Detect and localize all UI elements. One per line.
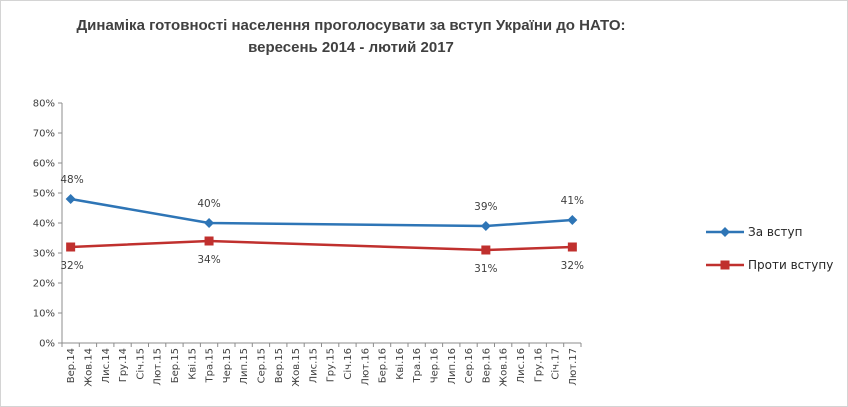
data-point-marker	[480, 221, 491, 231]
x-tick-label: Жов.14	[83, 348, 94, 387]
chart-axes: 0% 10% 20% 30% 40% 50% 60% 70% 80% Вер.14 Жов.14 Ли…	[33, 99, 582, 387]
x-tick-label: Гру.14	[118, 348, 129, 382]
x-tick-label: Сер.15	[256, 348, 267, 383]
legend-label: Проти вступу	[748, 258, 833, 272]
data-point-marker	[65, 194, 76, 204]
x-tick-label: Вер.14	[66, 348, 77, 383]
y-tick-label: 20%	[33, 279, 55, 290]
chart-title-line-2: вересень 2014 - лютий 2017	[248, 39, 454, 56]
x-tick-label: Гру.15	[326, 348, 337, 382]
x-tick-label: Вер.15	[274, 348, 285, 383]
x-tick-label: Лис.15	[308, 348, 319, 383]
data-label: 48%	[60, 174, 83, 186]
x-tick-label: Кві.16	[394, 348, 406, 380]
data-label: 34%	[197, 254, 220, 266]
x-tick-label: Гру.16	[533, 348, 544, 382]
data-point-marker	[204, 236, 214, 246]
x-tick-label: Сiч.15	[135, 348, 146, 380]
series-line	[70, 197, 573, 228]
data-point-marker	[567, 242, 577, 252]
x-tick-label: Жов.16	[499, 348, 510, 387]
data-point-marker	[204, 218, 215, 228]
x-tick-label: Сер.16	[464, 348, 475, 383]
y-tick-label: 30%	[33, 249, 55, 260]
legend-item-1: За вступ	[706, 225, 802, 239]
data-point-marker	[66, 242, 76, 252]
data-label: 32%	[561, 260, 584, 272]
series-layer	[65, 194, 578, 255]
data-label: 31%	[474, 263, 497, 275]
data-label: 40%	[197, 198, 220, 210]
legend-marker	[720, 260, 730, 270]
x-tick-label: Тра.16	[412, 348, 423, 384]
chart-legend: За вступ Проти вступу	[706, 225, 833, 272]
data-label: 41%	[561, 195, 584, 207]
x-tick-label: Чер.16	[429, 348, 440, 383]
data-point-marker	[481, 245, 491, 255]
data-labels-layer: 48% 40% 39% 41% 32% 34% 31% 32%	[60, 174, 584, 275]
x-tick-label: Бер.16	[378, 348, 389, 383]
x-tick-label: Сiч.17	[551, 348, 562, 380]
y-tick-label: 70%	[33, 129, 55, 140]
y-tick-label: 50%	[33, 189, 55, 200]
x-tick-label: Лют.16	[360, 348, 371, 386]
y-tick-label: 80%	[33, 99, 55, 110]
x-tick-label: Кві.15	[186, 348, 198, 380]
series-2	[66, 236, 577, 255]
x-tick-label: Лют.15	[153, 348, 164, 386]
x-tick-label: Чер.15	[222, 348, 233, 383]
x-tick-label: Вер.16	[481, 348, 492, 383]
legend-marker	[720, 227, 730, 237]
legend-item-2: Проти вступу	[706, 258, 833, 272]
legend-label: За вступ	[748, 225, 802, 239]
x-tick-label: Жов.15	[291, 348, 302, 387]
x-tick-label: Лис.16	[516, 348, 527, 383]
x-tick-label: Бер.15	[170, 348, 181, 383]
x-tick-label: Лип.15	[239, 348, 250, 384]
y-tick-label: 10%	[33, 309, 55, 320]
y-tick-label: 0%	[39, 339, 55, 350]
data-label: 32%	[60, 260, 83, 272]
data-point-marker	[567, 215, 578, 225]
y-tick-label: 40%	[33, 219, 55, 230]
chart-title-line-1: Динаміка готовності населення проголосув…	[76, 17, 626, 34]
x-tick-label: Лип.16	[447, 348, 458, 384]
series-line	[70, 239, 573, 252]
x-tick-label: Лис.14	[101, 348, 112, 383]
x-tick-label: Тра.15	[205, 348, 216, 384]
chart-title: Динаміка готовності населення проголосув…	[1, 15, 701, 59]
series-1	[65, 194, 578, 231]
data-label: 39%	[474, 201, 497, 213]
x-tick-label: Лют.17	[568, 348, 579, 386]
y-tick-label: 60%	[33, 159, 55, 170]
x-tick-label: Сiч.16	[343, 348, 354, 380]
